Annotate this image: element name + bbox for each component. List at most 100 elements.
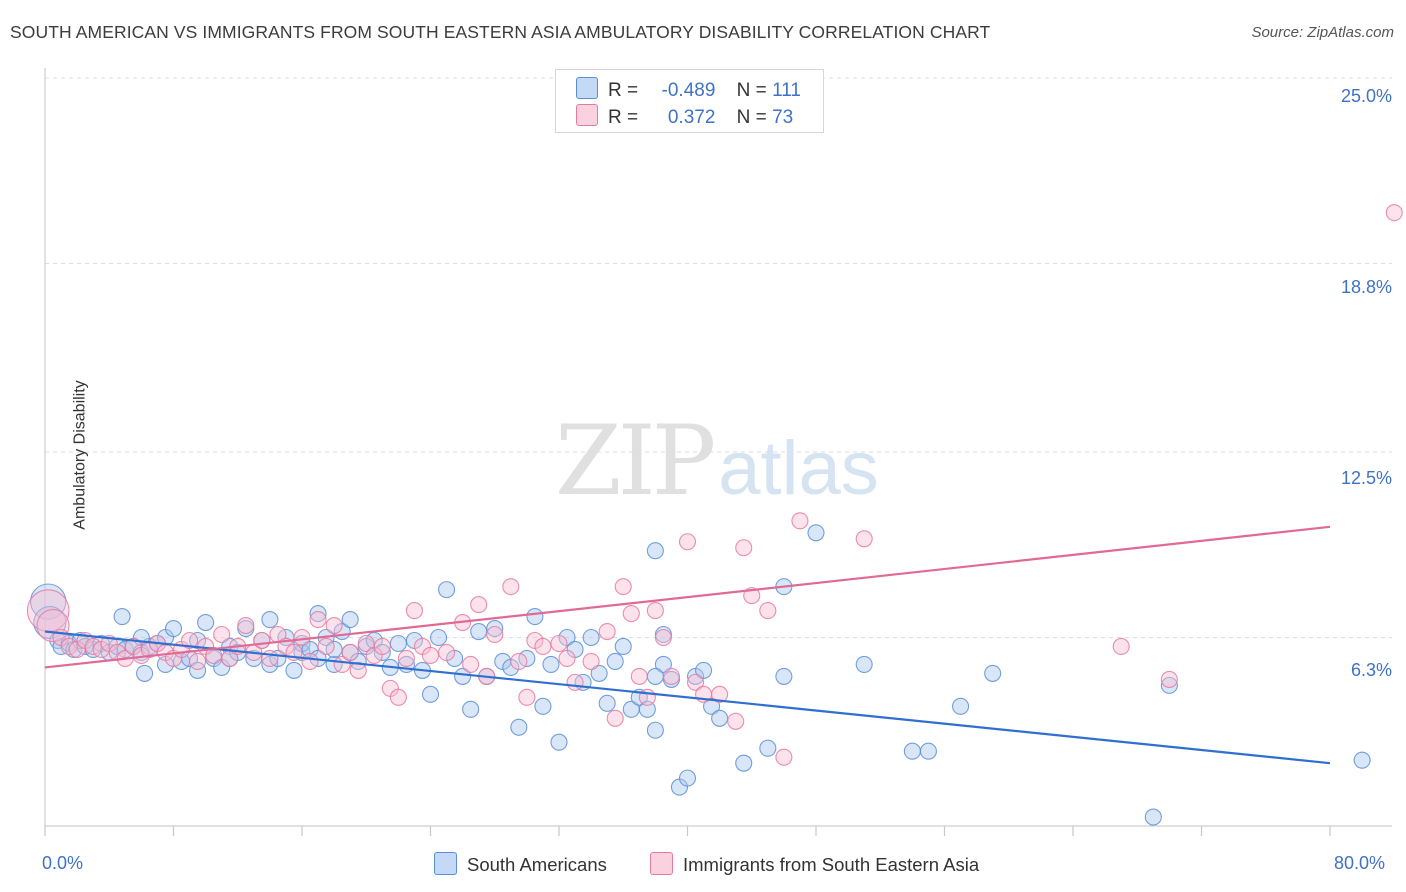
data-point xyxy=(678,533,697,551)
trend-line-southeast-asia xyxy=(44,525,1331,669)
data-point xyxy=(703,697,721,715)
data-point xyxy=(421,685,440,703)
blue-swatch xyxy=(434,852,457,875)
data-point xyxy=(952,697,970,715)
data-point xyxy=(654,655,672,673)
data-point xyxy=(510,718,528,736)
data-point xyxy=(470,596,488,614)
data-point xyxy=(1160,676,1178,694)
data-point xyxy=(333,655,351,673)
r-label: R = xyxy=(608,80,639,101)
data-point xyxy=(486,619,504,638)
data-point xyxy=(429,628,448,647)
correlation-legend: R = -0.489 N = 111 R = 0.372 N = 73 xyxy=(555,69,824,133)
data-point xyxy=(855,530,873,548)
data-point xyxy=(526,608,544,626)
data-point xyxy=(181,631,199,650)
data-point xyxy=(502,578,520,596)
watermark-zip: ZIP xyxy=(555,405,716,517)
source-label: Source: ZipAtlas.com xyxy=(1251,24,1394,41)
n-label: N = xyxy=(736,80,767,101)
data-point xyxy=(518,688,536,706)
data-point xyxy=(638,700,656,718)
data-point xyxy=(582,652,600,670)
data-point xyxy=(622,605,640,623)
data-point xyxy=(606,652,624,670)
data-point xyxy=(285,661,303,679)
data-point xyxy=(566,673,584,691)
r-value: -0.489 xyxy=(661,80,716,101)
data-point xyxy=(510,652,528,670)
data-point xyxy=(462,655,480,673)
data-point xyxy=(317,637,335,656)
n-value: 111 xyxy=(772,80,801,101)
n-value: 73 xyxy=(772,107,794,128)
data-point xyxy=(606,709,624,727)
data-point xyxy=(357,634,375,653)
legend-label: South Americans xyxy=(467,854,607,875)
data-point xyxy=(727,712,745,730)
data-point xyxy=(654,628,672,647)
axes xyxy=(44,68,1392,836)
data-point xyxy=(341,643,359,662)
watermark: ZIPatlas xyxy=(555,405,879,517)
legend-row-blue: R = -0.489 N = 111 xyxy=(576,77,801,102)
data-point xyxy=(470,622,488,641)
data-point xyxy=(309,605,327,623)
data-point xyxy=(590,664,608,682)
data-point xyxy=(113,608,131,626)
data-point xyxy=(646,721,664,739)
data-point xyxy=(711,685,729,703)
data-point xyxy=(550,733,568,751)
data-point xyxy=(919,742,937,760)
series-southeast-asia xyxy=(26,204,1403,766)
data-point xyxy=(759,739,777,757)
chart-title: SOUTH AMERICAN VS IMMIGRANTS FROM SOUTH … xyxy=(10,22,991,42)
data-point xyxy=(349,661,367,679)
data-point xyxy=(397,649,415,667)
legend-row-pink: R = 0.372 N = 73 xyxy=(576,104,793,129)
data-point xyxy=(550,634,568,653)
data-point xyxy=(534,697,552,715)
data-point xyxy=(598,694,616,712)
data-point xyxy=(534,637,552,656)
data-point xyxy=(630,667,648,685)
data-point xyxy=(614,637,632,656)
r-label: R = xyxy=(608,107,639,128)
trend-lines xyxy=(44,525,1331,765)
data-point xyxy=(686,673,705,691)
data-point xyxy=(205,646,223,665)
data-point xyxy=(775,748,793,766)
pink-swatch xyxy=(650,852,673,875)
data-point xyxy=(136,664,154,682)
blue-swatch xyxy=(576,77,598,99)
data-point xyxy=(598,622,616,641)
legend-label: Immigrants from South Eastern Asia xyxy=(683,854,980,875)
data-point xyxy=(438,581,456,599)
x-tick-label: 0.0% xyxy=(42,853,84,873)
trend-line-south-americans xyxy=(44,630,1331,765)
data-point xyxy=(405,602,423,620)
y-axis-label: Ambulatory Disability xyxy=(71,380,89,530)
y-tick-label: 25.0% xyxy=(1340,86,1392,106)
data-point xyxy=(807,524,825,542)
data-point xyxy=(558,649,576,667)
y-tick-label: 6.3% xyxy=(1350,660,1392,680)
data-point xyxy=(373,637,391,656)
data-point xyxy=(237,616,255,635)
data-point xyxy=(164,619,183,638)
data-point xyxy=(189,661,207,679)
data-point xyxy=(486,625,504,644)
data-point xyxy=(421,646,440,665)
data-point xyxy=(309,611,327,629)
legend-item-south-americans: South Americans xyxy=(434,852,607,876)
data-point xyxy=(735,754,753,772)
data-point xyxy=(614,578,632,596)
x-tick-label: 80.0% xyxy=(1334,853,1386,873)
data-point xyxy=(1144,808,1162,826)
data-point xyxy=(213,625,231,644)
n-label: N = xyxy=(736,107,767,128)
data-point xyxy=(341,611,359,629)
data-point xyxy=(325,616,343,635)
data-point xyxy=(903,742,921,760)
